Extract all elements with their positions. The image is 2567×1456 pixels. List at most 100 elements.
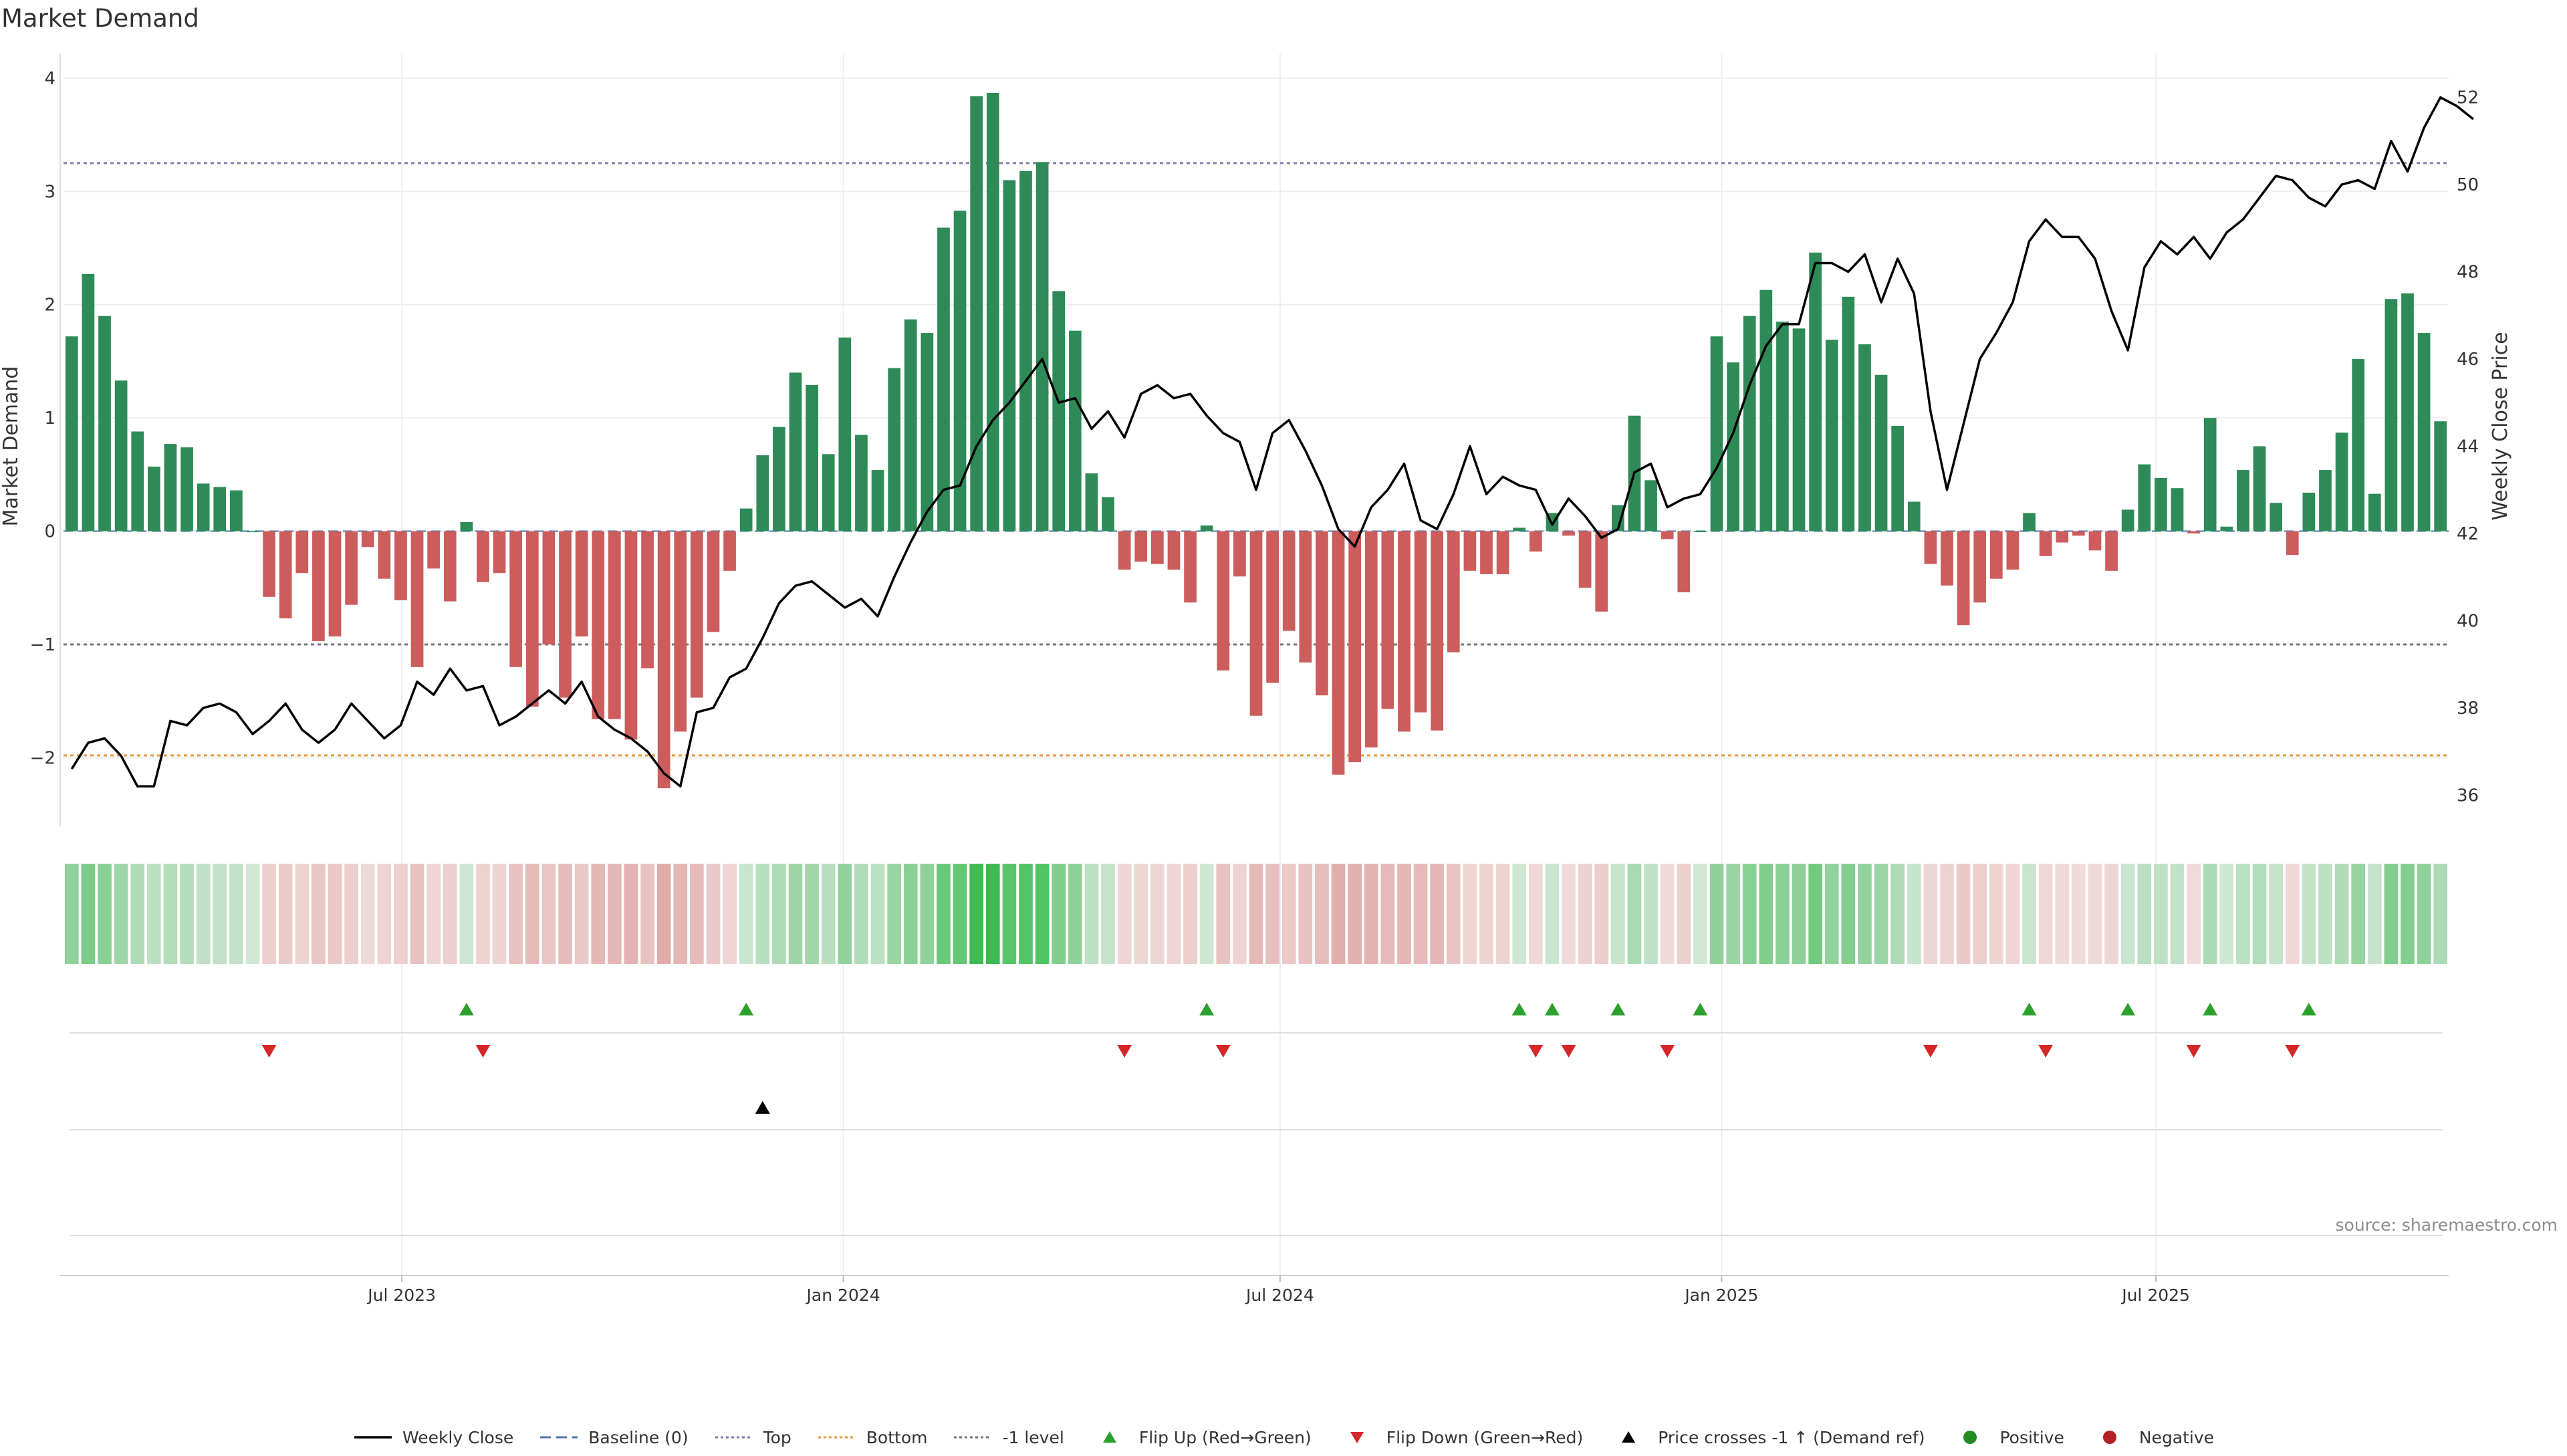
demand-bar (789, 372, 802, 531)
demand-bar (937, 227, 950, 531)
demand-bar (2253, 446, 2266, 531)
demand-bar (328, 531, 342, 637)
demand-bar (1776, 322, 1789, 531)
flip-up-marker (1610, 1003, 1626, 1015)
heat-cell (838, 864, 852, 964)
heat-cell (887, 864, 901, 964)
demand-bar (2237, 470, 2249, 531)
legend-label: Flip Down (Green→Red) (1386, 1427, 1584, 1447)
heat-cell (2104, 864, 2118, 964)
legend-item-top: Top (714, 1428, 791, 1447)
demand-bar (2335, 433, 2348, 531)
demand-bar (2385, 299, 2398, 531)
legend-item-baseline: Baseline (0) (539, 1428, 689, 1447)
demand-bar (2039, 531, 2052, 556)
heat-cell (1874, 864, 1888, 964)
heat-cell (1397, 864, 1411, 964)
legend-item-bottom: Bottom (817, 1428, 927, 1447)
demand-bar (2056, 531, 2069, 543)
price-line (70, 96, 2474, 788)
demand-bar (1907, 501, 1921, 531)
y-tick-label: −1 (30, 635, 55, 655)
heat-cell (854, 864, 868, 964)
demand-bar (180, 447, 193, 531)
heat-cell (312, 864, 326, 964)
heat-cell (772, 864, 786, 964)
demand-bar (970, 96, 983, 531)
heat-cell (1858, 864, 1872, 964)
demand-bar (295, 531, 309, 574)
flip-up-marker (2022, 1003, 2037, 1015)
heat-cell (1989, 864, 2003, 964)
demand-bar (2401, 293, 2414, 531)
demand-bar (1644, 480, 1657, 531)
heat-cell (2038, 864, 2053, 964)
demand-bar (641, 531, 654, 669)
demand-bar (477, 531, 489, 582)
demand-bar (1809, 252, 1822, 531)
demand-bar (263, 531, 275, 597)
heat-cell (426, 864, 441, 964)
demand-bar (65, 336, 78, 531)
heat-cell (1446, 864, 1461, 964)
heat-cell (147, 864, 161, 964)
heat-cell (1693, 864, 1707, 964)
demand-bar (1447, 531, 1460, 652)
heat-cell (2120, 864, 2135, 964)
flip-markers (261, 1003, 2316, 1114)
demand-bar (1825, 340, 1838, 531)
demand-bar (1759, 289, 1773, 531)
heat-cell (1562, 864, 1576, 964)
heat-cell (591, 864, 606, 964)
flip-down-marker (1923, 1045, 1938, 1058)
demand-bar (1134, 531, 1148, 562)
y-tick-label: 4 (44, 69, 55, 89)
demand-bar (1332, 531, 1345, 775)
heat-cell (2005, 864, 2020, 964)
demand-bar (657, 531, 670, 789)
y-axis-title: Market Demand (0, 366, 23, 527)
heat-cell (2318, 864, 2332, 964)
heat-cell (1281, 864, 1296, 964)
heat-cell (509, 864, 523, 964)
heat-cell (1824, 864, 1839, 964)
flip-down-marker (2186, 1045, 2201, 1058)
legend-label: Weekly Close (402, 1427, 514, 1447)
heat-cell (180, 864, 194, 964)
heat-cell (229, 864, 243, 964)
demand-bar (608, 531, 621, 719)
flip-down-marker (1660, 1045, 1675, 1058)
demand-bar (2319, 470, 2332, 531)
legend-symbol-cross (1622, 1431, 1636, 1443)
demand-bar (1874, 374, 1888, 531)
demand-bar (2302, 492, 2316, 531)
demand-bar (1102, 497, 1114, 531)
demand-bar (1200, 525, 1213, 531)
legend-item-negative: Negative (2090, 1428, 2214, 1447)
heat-cell (1430, 864, 1445, 964)
demand-bar (410, 531, 424, 667)
heat-cell (1249, 864, 1263, 964)
demand-bar (904, 319, 917, 531)
demand-bar (1529, 531, 1542, 552)
heat-cell (98, 864, 112, 964)
legend-symbol-flip_up (1102, 1431, 1116, 1443)
heat-cell (2367, 864, 2382, 964)
legend-symbol-positive (1963, 1431, 1977, 1444)
heat-cell (1644, 864, 1658, 964)
demand-heat-strip (64, 864, 2448, 964)
heat-cell (114, 864, 128, 964)
demand-bar (2121, 509, 2134, 531)
flip-up-marker (2203, 1003, 2218, 1015)
demand-bar (394, 531, 407, 600)
heat-cell (1216, 864, 1231, 964)
y2-tick-label: 44 (2457, 437, 2479, 457)
demand-bar (691, 531, 703, 698)
flip-down-marker (475, 1045, 491, 1058)
heat-cell (394, 864, 408, 964)
legend-item-price: Weekly Close (353, 1428, 513, 1447)
demand-bar (2155, 477, 2167, 531)
heat-cell (245, 864, 260, 964)
heat-cell (1627, 864, 1642, 964)
